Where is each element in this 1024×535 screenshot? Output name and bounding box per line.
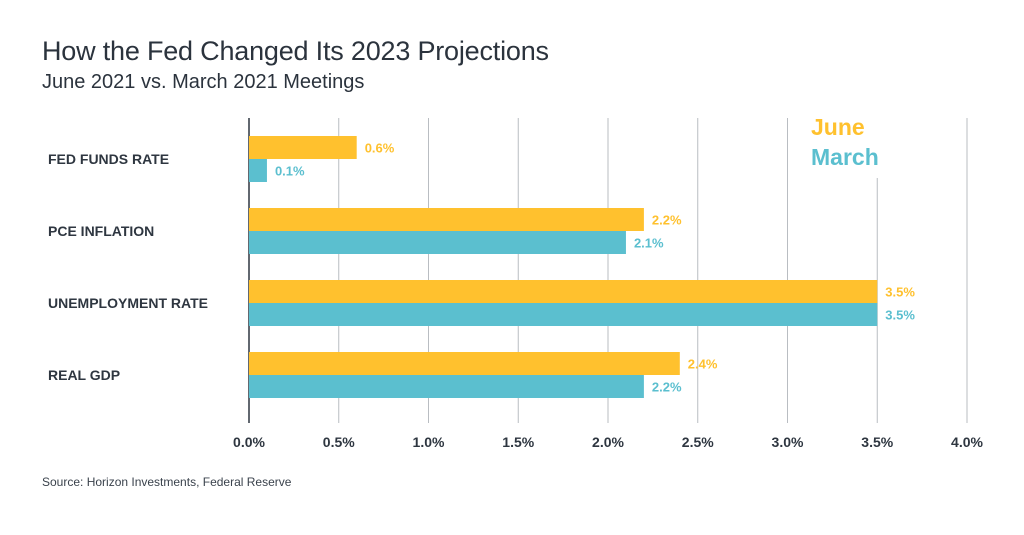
legend-background <box>800 112 900 178</box>
march-data-label: 0.1% <box>275 164 305 179</box>
legend-march: March <box>811 144 879 170</box>
chart-title: How the Fed Changed Its 2023 Projections <box>42 36 549 66</box>
category-label: FED FUNDS RATE <box>48 151 169 167</box>
march-bar <box>249 303 878 326</box>
x-tick-label: 0.0% <box>233 434 265 450</box>
march-bar <box>249 231 626 254</box>
june-bar <box>249 208 644 231</box>
x-tick-label: 0.5% <box>323 434 355 450</box>
x-tick-label: 3.5% <box>861 434 893 450</box>
x-tick-label: 4.0% <box>951 434 983 450</box>
x-tick-label: 3.0% <box>772 434 804 450</box>
category-label: PCE INFLATION <box>48 223 154 239</box>
march-data-label: 2.1% <box>634 236 664 251</box>
june-data-label: 2.2% <box>652 213 682 228</box>
march-bar <box>249 375 644 398</box>
category-label: REAL GDP <box>48 367 120 383</box>
legend-june: June <box>811 114 865 140</box>
june-data-label: 3.5% <box>885 285 915 300</box>
march-data-label: 3.5% <box>885 308 915 323</box>
march-bar <box>249 159 267 182</box>
x-tick-label: 1.5% <box>502 434 534 450</box>
june-data-label: 2.4% <box>688 357 718 372</box>
category-label: UNEMPLOYMENT RATE <box>48 295 208 311</box>
x-tick-label: 2.0% <box>592 434 624 450</box>
source-note: Source: Horizon Investments, Federal Res… <box>42 475 292 489</box>
june-data-label: 0.6% <box>365 141 395 156</box>
june-bar <box>249 280 878 303</box>
chart-subtitle: June 2021 vs. March 2021 Meetings <box>42 71 365 93</box>
x-tick-label: 1.0% <box>413 434 445 450</box>
june-bar <box>249 352 680 375</box>
june-bar <box>249 136 357 159</box>
march-data-label: 2.2% <box>652 380 682 395</box>
x-tick-label: 2.5% <box>682 434 714 450</box>
